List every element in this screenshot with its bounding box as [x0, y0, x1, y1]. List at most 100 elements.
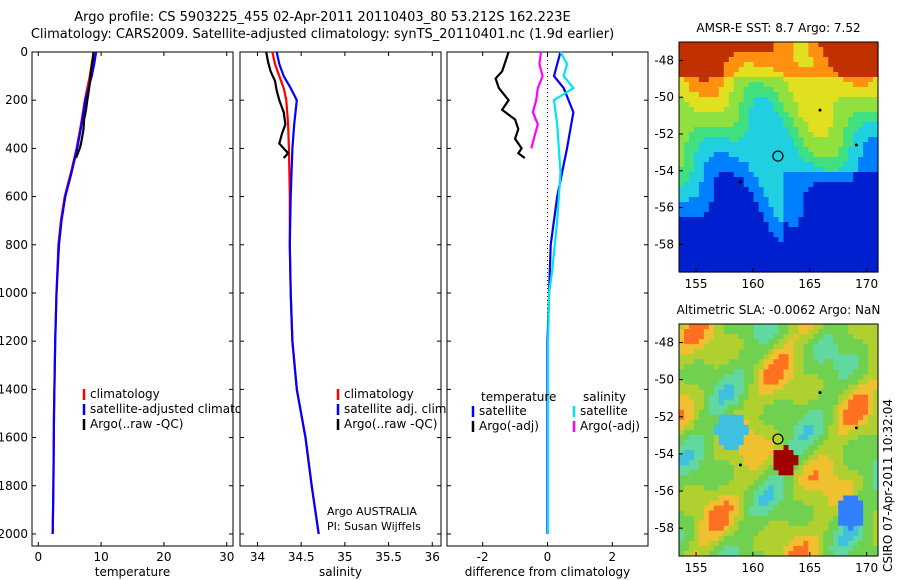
sla-map-cell: [868, 450, 874, 456]
sst-map-cell: [778, 122, 785, 128]
sla-map-cell: [783, 465, 790, 471]
sla-map-cell: [708, 450, 715, 456]
temperature-legend-label: Argo(..raw -QC): [90, 417, 183, 431]
sla-map-cell: [823, 490, 829, 497]
sst-map-cell: [768, 122, 775, 128]
sst-map-cell: [758, 257, 765, 263]
sst-map-cell: [843, 72, 849, 78]
sst-map-cell: [693, 177, 700, 183]
sla-map-cell: [748, 334, 755, 340]
sla-map-cell: [793, 364, 799, 370]
sla-map-cell: [823, 384, 829, 391]
sst-map-cell: [843, 247, 849, 253]
sla-map-cell: [833, 495, 839, 502]
sla-map-cell: [788, 505, 795, 512]
sst-map-cell: [773, 202, 780, 208]
sla-map-cell: [758, 545, 765, 552]
sla-map-cell: [698, 515, 705, 522]
sst-map-cell: [828, 97, 834, 103]
sst-map-cell: [843, 147, 849, 153]
sst-map-cell: [868, 262, 874, 268]
sla-map-cell: [833, 440, 839, 446]
sst-map-cell: [783, 192, 790, 198]
sst-map-cell: [873, 137, 879, 143]
sst-map-cell: [748, 117, 755, 123]
sst-map-cell: [853, 147, 859, 153]
sla-map-cell: [683, 530, 690, 537]
sla-map-cell: [679, 550, 685, 557]
sst-map-cell: [853, 122, 859, 128]
sla-map-cell: [738, 490, 745, 497]
sla-map-cell: [713, 535, 720, 542]
sla-map-cell: [788, 399, 795, 406]
sst-map-cell: [773, 152, 780, 158]
sst-map-cell: [788, 72, 795, 78]
sst-map-cell: [679, 117, 685, 123]
sst-map-cell: [688, 237, 695, 243]
sst-map-cell: [778, 252, 785, 258]
sla-map-cell: [703, 359, 710, 365]
sst-map-cell: [853, 212, 859, 218]
sla-map-cell: [683, 429, 690, 436]
sst-map-cell: [793, 72, 799, 78]
sla-map-cell: [763, 349, 770, 355]
sst-map-cell: [728, 52, 735, 58]
sla-map-cell: [728, 389, 735, 396]
sla-map-cell: [823, 369, 829, 376]
sla-map-cell: [808, 550, 814, 557]
sla-map-cell: [803, 455, 809, 461]
sst-map-cell: [733, 172, 740, 178]
sst-map-cell: [813, 172, 819, 178]
sst-map-cell: [818, 82, 824, 88]
sst-map-cell: [738, 112, 745, 118]
sst-map-cell: [783, 102, 790, 108]
sst-map-ytick-label: -48: [654, 53, 674, 67]
sla-map-cell: [858, 334, 864, 340]
sla-map-cell: [833, 515, 839, 522]
sst-map-cell: [843, 212, 849, 218]
sst-map-cell: [818, 62, 824, 68]
sla-map-cell: [698, 344, 705, 350]
sla-map-cell: [783, 450, 790, 456]
sla-map-cell: [693, 324, 700, 330]
sst-map-cell: [693, 182, 700, 188]
sla-map-cell: [858, 389, 864, 396]
sla-map-cell: [798, 495, 804, 502]
sst-map-cell: [693, 67, 700, 73]
sst-map-cell: [783, 62, 790, 68]
sst-map-cell: [728, 182, 735, 188]
sst-map-cell: [773, 147, 780, 153]
sst-map-cell: [723, 202, 730, 208]
sst-map-cell: [778, 227, 785, 233]
sla-map-cell: [708, 334, 715, 340]
sst-map-cell: [723, 257, 730, 263]
sla-map-cell: [679, 419, 685, 426]
sst-map-cell: [793, 157, 799, 163]
sla-map-cell: [848, 515, 854, 522]
sla-map-cell: [818, 334, 824, 340]
sst-map-cell: [793, 42, 799, 48]
sla-map-cell: [783, 369, 790, 376]
salinity-legend-label: climatology: [344, 387, 414, 401]
sst-map-cell: [708, 122, 715, 128]
sst-map-cell: [728, 137, 735, 143]
sla-map-cell: [688, 445, 695, 451]
sst-map-cell: [818, 142, 824, 148]
sst-map-cell: [693, 47, 700, 53]
sst-map-cell: [743, 217, 750, 223]
sst-map-cell: [688, 52, 695, 58]
sst-map-cell: [693, 57, 700, 63]
sla-map-cell: [783, 515, 790, 522]
sla-map-cell: [868, 424, 874, 431]
sst-map-cell: [763, 162, 770, 168]
sla-map-ytick-label: -52: [654, 410, 674, 424]
sla-map-cell: [798, 359, 804, 365]
sla-map-cell: [873, 424, 879, 431]
sla-map-cell: [843, 465, 849, 471]
sla-map-cell: [753, 329, 760, 335]
sla-map-cell: [738, 525, 745, 532]
sla-map-cell: [858, 384, 864, 391]
sst-map-cell: [683, 82, 690, 88]
sla-map-cell: [713, 394, 720, 401]
sla-map-cell: [733, 344, 740, 350]
